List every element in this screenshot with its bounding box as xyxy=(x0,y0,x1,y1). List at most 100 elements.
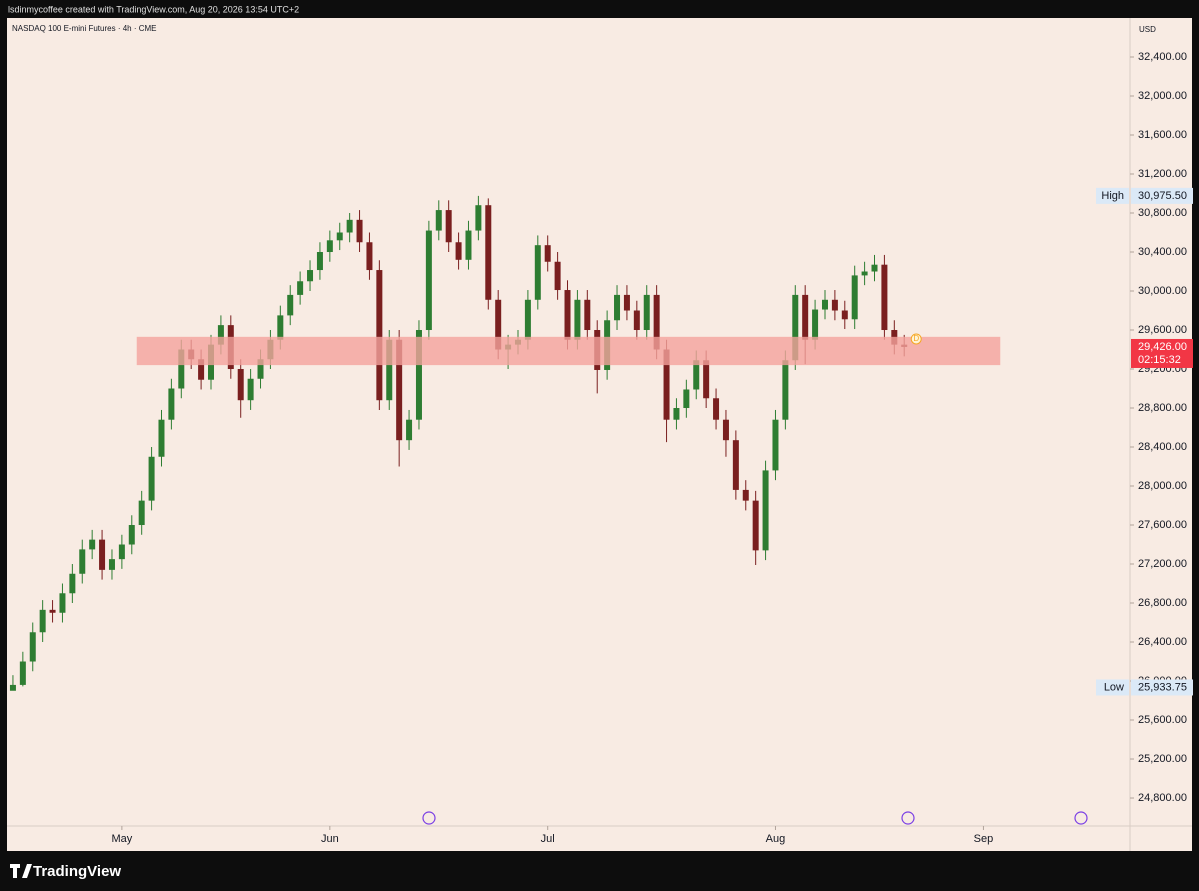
last-price-box xyxy=(1131,338,1193,368)
candle-body xyxy=(237,369,244,401)
candle-body xyxy=(782,360,789,420)
candle-body xyxy=(554,261,561,291)
candle-body xyxy=(742,489,749,501)
y-tick-label: 27,200.00 xyxy=(1138,558,1187,570)
low-marker-tag xyxy=(1096,679,1129,696)
candle-body xyxy=(762,470,769,551)
candle-body xyxy=(307,270,314,282)
candle-body xyxy=(465,230,472,260)
candle-body xyxy=(366,242,373,271)
candle-body xyxy=(752,500,759,551)
candle-body xyxy=(217,325,224,345)
candle-body xyxy=(574,299,581,340)
y-tick-label: 28,400.00 xyxy=(1138,441,1187,453)
logo-icon xyxy=(10,864,32,878)
candle-body xyxy=(29,632,36,662)
candle-body xyxy=(326,240,333,253)
marker-badge xyxy=(910,333,922,345)
candle-body xyxy=(802,294,809,340)
high-marker-value: 30,975.50 xyxy=(1138,190,1187,202)
candle-body xyxy=(693,360,700,390)
candle-body xyxy=(19,661,26,685)
candle-body xyxy=(128,525,135,545)
candle-body xyxy=(9,684,16,691)
y-tick-label: 28,000.00 xyxy=(1138,480,1187,492)
candle-body xyxy=(544,245,551,262)
candle-body xyxy=(178,349,185,389)
candle-body xyxy=(59,593,66,613)
candle-body xyxy=(277,315,284,340)
candle-body xyxy=(99,539,106,570)
candle-body xyxy=(475,205,482,231)
candle-body xyxy=(425,230,432,331)
x-tick-label: May xyxy=(111,833,132,845)
candle-body xyxy=(732,440,739,490)
y-tick-label: 24,800.00 xyxy=(1138,792,1187,804)
candle-body xyxy=(584,299,591,331)
candle-body xyxy=(881,264,888,331)
candle-body xyxy=(772,419,779,471)
last-price-label: 29,426.00 xyxy=(1138,341,1187,353)
candle-body xyxy=(79,549,86,574)
candle-body xyxy=(346,219,353,233)
candle-body xyxy=(663,349,670,420)
logo-text: TradingView xyxy=(33,863,121,880)
x-tick-label: Aug xyxy=(766,833,786,845)
candle-body xyxy=(415,330,422,420)
candle-body xyxy=(841,310,848,320)
candle-body xyxy=(673,408,680,420)
candle-body xyxy=(861,271,868,276)
y-tick-label: 30,400.00 xyxy=(1138,246,1187,258)
candle-body xyxy=(396,339,403,441)
candle-body xyxy=(821,299,828,310)
y-tick-label: 30,000.00 xyxy=(1138,285,1187,297)
candle-body xyxy=(287,294,294,316)
event-icon[interactable] xyxy=(1074,811,1088,825)
chart-pane xyxy=(7,18,1192,851)
candle-body xyxy=(614,294,621,321)
event-icon[interactable] xyxy=(901,811,915,825)
header: lsdinmycoffee created with TradingView.c… xyxy=(8,4,299,14)
candle-body xyxy=(495,299,502,350)
candle-body xyxy=(69,573,76,594)
candle-body xyxy=(792,294,799,361)
candle-body xyxy=(831,299,838,311)
low-marker-value: 25,933.75 xyxy=(1138,681,1187,693)
marker-label: D xyxy=(913,334,919,343)
candle-body xyxy=(49,609,56,613)
event-icons xyxy=(422,811,1088,825)
candle-body xyxy=(257,359,264,379)
x-tick-label: Jun xyxy=(321,833,339,845)
y-tick-label: 26,400.00 xyxy=(1138,636,1187,648)
y-tick-label: 25,600.00 xyxy=(1138,714,1187,726)
candle-body xyxy=(653,294,660,350)
candle-body xyxy=(39,609,46,633)
candle-body xyxy=(89,539,96,550)
y-tick-label: 31,200.00 xyxy=(1138,168,1187,180)
y-tick-label: 26,800.00 xyxy=(1138,597,1187,609)
candle-body xyxy=(524,299,531,340)
y-tick-label: 25,200.00 xyxy=(1138,753,1187,765)
candle-body xyxy=(386,339,393,401)
chart-title: NASDAQ 100 E-mini Futures · 4h · CME xyxy=(12,24,156,33)
candle-body xyxy=(247,378,254,401)
countdown: 02:15:32 xyxy=(1138,354,1181,366)
candle-body xyxy=(356,219,363,243)
y-tick-label: 32,400.00 xyxy=(1138,51,1187,63)
event-icon[interactable] xyxy=(422,811,436,825)
candle-body xyxy=(445,210,452,243)
candle-body xyxy=(713,398,720,420)
currency: USD xyxy=(1139,25,1156,34)
candle-body xyxy=(633,310,640,331)
candle-body xyxy=(118,544,125,560)
candle-body xyxy=(376,270,383,401)
candle-body xyxy=(683,389,690,409)
candle-body xyxy=(316,252,323,271)
candle-body xyxy=(435,210,442,231)
candle-body xyxy=(148,456,155,501)
candle-body xyxy=(643,294,650,331)
candle-body xyxy=(406,419,413,441)
high-marker-box xyxy=(1131,187,1193,204)
